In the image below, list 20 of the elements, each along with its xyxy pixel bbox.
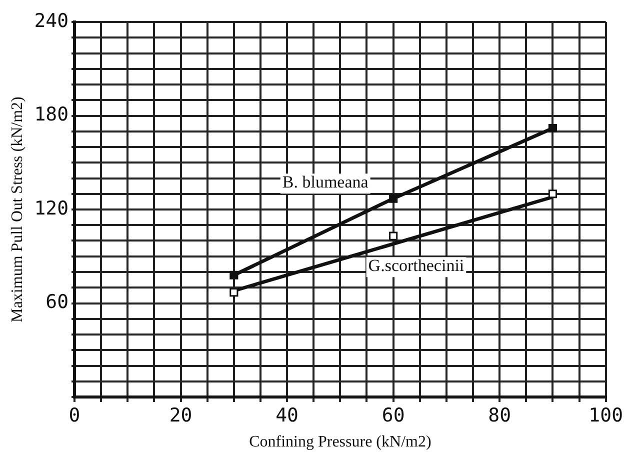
x-tick-label: 80 [488,404,512,426]
y-axis-title: Maximum Pull Out Stress (kN/m2) [8,96,26,322]
point [230,288,238,297]
x-tick-label: 20 [169,404,192,426]
x-tick-label: 60 [382,404,405,426]
y-tick-label: 60 [46,291,69,314]
x-axis-title: Confining Pressure (kN/m2) [249,434,432,451]
point [389,194,398,203]
y-tick-label: 120 [34,197,69,220]
y-tick-label: 240 [34,10,69,32]
x-tick-label: 40 [276,404,298,426]
point [548,124,557,133]
x-tick-label: 0 [68,404,80,426]
x-tick-label: 100 [588,404,624,426]
point [548,190,557,198]
series-label: B. blumeana [282,172,369,192]
y-tick-label: 180 [34,104,69,126]
point [389,232,398,240]
series-label: G.scorthecinii [368,256,464,276]
point [230,270,238,280]
